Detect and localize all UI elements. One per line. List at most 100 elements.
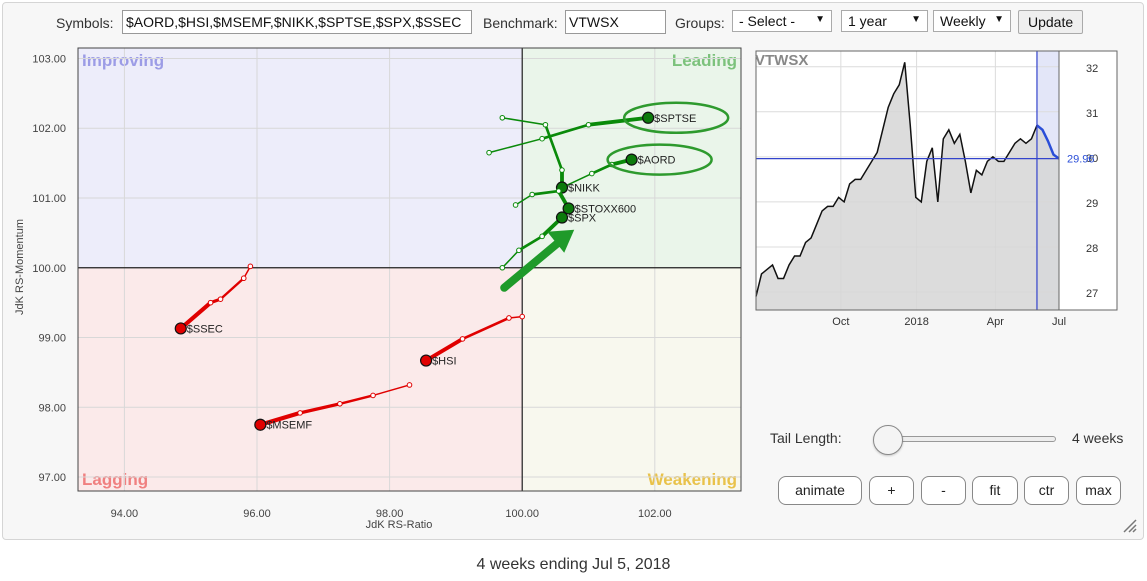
max-button[interactable]: max xyxy=(1076,476,1121,505)
tail-segment-nikk xyxy=(501,117,547,126)
tail-point-nikk xyxy=(499,114,506,121)
benchmark-x-tick: Apr xyxy=(987,316,1004,328)
head-point-aord xyxy=(625,153,638,166)
highlight-ellipse-aord xyxy=(606,143,713,176)
head-point-hsi xyxy=(419,354,433,367)
head-point-spx xyxy=(555,211,569,224)
tail-point-sptse xyxy=(585,121,592,128)
tail-point-stoxx600 xyxy=(512,202,519,208)
tail-length-value: 4 weeks xyxy=(1072,430,1124,446)
period-select-value: 1 year xyxy=(848,13,887,29)
quadrant-weakening xyxy=(522,267,741,491)
symbols-input[interactable] xyxy=(122,10,472,34)
series-label-stoxx600: $STOXX600 xyxy=(575,203,637,215)
tail-point-nikk xyxy=(559,167,565,173)
series-label-aord: $AORD xyxy=(638,155,676,167)
tail-point-hsi xyxy=(506,315,512,321)
benchmark-y-tick: 31 xyxy=(1086,108,1098,120)
benchmark-x-tick: 2018 xyxy=(904,316,928,328)
update-button[interactable]: Update xyxy=(1018,10,1084,34)
benchmark-chart: 27 28 29 30 31 32 29.96 Oct 2018 Apr Jul VTWSX xyxy=(755,50,1118,328)
head-point-ssec xyxy=(174,322,187,335)
benchmark-y-axis-area xyxy=(1058,50,1118,311)
tail-point-spx xyxy=(516,247,522,254)
y-tick-label: 98.00 xyxy=(38,402,66,414)
rrg-series: $SPTSE $AORD $NIKK $STOXX600$SPX $SSEC $HSI $M… xyxy=(174,111,696,432)
groups-select-value: - Select - xyxy=(739,13,796,29)
benchmark-y-tick: 29 xyxy=(1086,198,1098,210)
x-tick-label: 98.00 xyxy=(376,508,404,520)
animate-button[interactable]: animate xyxy=(778,476,862,505)
tail-point-msemf xyxy=(370,392,376,399)
chevron-down-icon: ▼ xyxy=(994,14,1004,25)
interval-select-value: Weekly xyxy=(940,13,986,29)
rrg-annotations xyxy=(500,101,730,292)
benchmark-area xyxy=(756,62,1059,311)
fit-button[interactable]: fit xyxy=(972,476,1018,505)
quadrant-lagging xyxy=(78,267,523,491)
groups-select[interactable]: - Select - ▼ xyxy=(732,10,832,32)
rrg-panel: Symbols: Benchmark: Groups: - Select - ▼… xyxy=(2,2,1144,540)
quadrant-label-weakening: Weakening xyxy=(648,470,737,489)
y-tick-label: 102.00 xyxy=(32,123,66,135)
tail-segment-stoxx600 xyxy=(530,189,561,196)
tail-point-spx xyxy=(539,233,545,240)
tail-segment-sptse xyxy=(488,137,543,154)
benchmark-y-tick: 30 xyxy=(1086,153,1098,165)
tail-point-msemf xyxy=(337,400,343,407)
slider-handle[interactable] xyxy=(873,425,903,455)
chevron-down-icon: ▼ xyxy=(911,14,921,25)
series-label-spx: $SPX xyxy=(568,213,597,225)
series-label-msemf: $MSEMF xyxy=(266,420,312,432)
rrg-axes: 94.00 96.00 98.00 100.00 102.00 97.00 98.00 99.… xyxy=(32,47,742,520)
tail-point-stoxx600 xyxy=(529,191,535,198)
head-point-sptse xyxy=(642,111,655,124)
center-button[interactable]: ctr xyxy=(1024,476,1069,505)
interval-select[interactable]: Weekly ▼ xyxy=(933,10,1011,32)
period-select[interactable]: 1 year ▼ xyxy=(841,10,928,32)
arrow-head-icon xyxy=(547,229,575,253)
tail-segment-hsi xyxy=(461,316,511,341)
tail-length-label: Tail Length: xyxy=(770,430,842,446)
quadrant-improving xyxy=(78,48,523,268)
tail-point-sptse xyxy=(486,149,492,156)
y-tick-label: 101.00 xyxy=(32,193,66,205)
benchmark-input[interactable] xyxy=(565,10,666,34)
tail-segment-spx xyxy=(517,235,544,252)
x-tick-label: 94.00 xyxy=(111,508,139,520)
tail-length-slider[interactable] xyxy=(873,425,1056,455)
series-label-ssec: $SSEC xyxy=(187,323,223,335)
y-tick-label: 100.00 xyxy=(32,263,66,275)
zoom-in-button[interactable]: + xyxy=(869,476,914,505)
tail-point-nikk xyxy=(542,121,549,128)
tail-point-hsi xyxy=(519,313,526,320)
series-label-nikk: $NIKK xyxy=(568,183,600,195)
tail-segment-nikk xyxy=(544,123,564,172)
symbols-label: Symbols: xyxy=(56,15,114,31)
head-point-stoxx600 xyxy=(562,202,575,215)
tail-segment-aord xyxy=(590,163,614,175)
benchmark-chart-title: VTWSX xyxy=(755,52,808,69)
y-tick-label: 103.00 xyxy=(32,53,66,65)
benchmark-y-tick: 28 xyxy=(1086,243,1098,255)
tail-segment-hsi xyxy=(424,336,465,363)
benchmark-x-tick: Oct xyxy=(832,316,849,328)
head-point-msemf xyxy=(254,418,267,431)
tail-segment-ssec xyxy=(219,277,245,301)
benchmark-y-tick: 32 xyxy=(1086,63,1098,75)
tail-point-ssec xyxy=(207,299,214,306)
tail-segment-ssec xyxy=(178,300,213,331)
groups-label: Groups: xyxy=(675,15,725,31)
benchmark-tail-line xyxy=(1036,124,1060,160)
rrg-chart[interactable]: Improving Leading Lagging Weakening 94.00 96… xyxy=(3,3,748,539)
tail-point-sptse xyxy=(539,135,545,142)
highlight-ellipse-sptse xyxy=(622,101,730,135)
tail-segment-sptse xyxy=(586,115,651,127)
tail-point-ssec xyxy=(247,263,254,270)
tail-point-ssec xyxy=(240,275,247,282)
resize-grip-icon[interactable] xyxy=(1121,517,1137,533)
tail-segment-spx xyxy=(501,249,520,269)
zoom-out-button[interactable]: - xyxy=(921,476,966,505)
tail-segment-msemf xyxy=(372,384,411,397)
tail-segment-msemf xyxy=(298,402,342,415)
